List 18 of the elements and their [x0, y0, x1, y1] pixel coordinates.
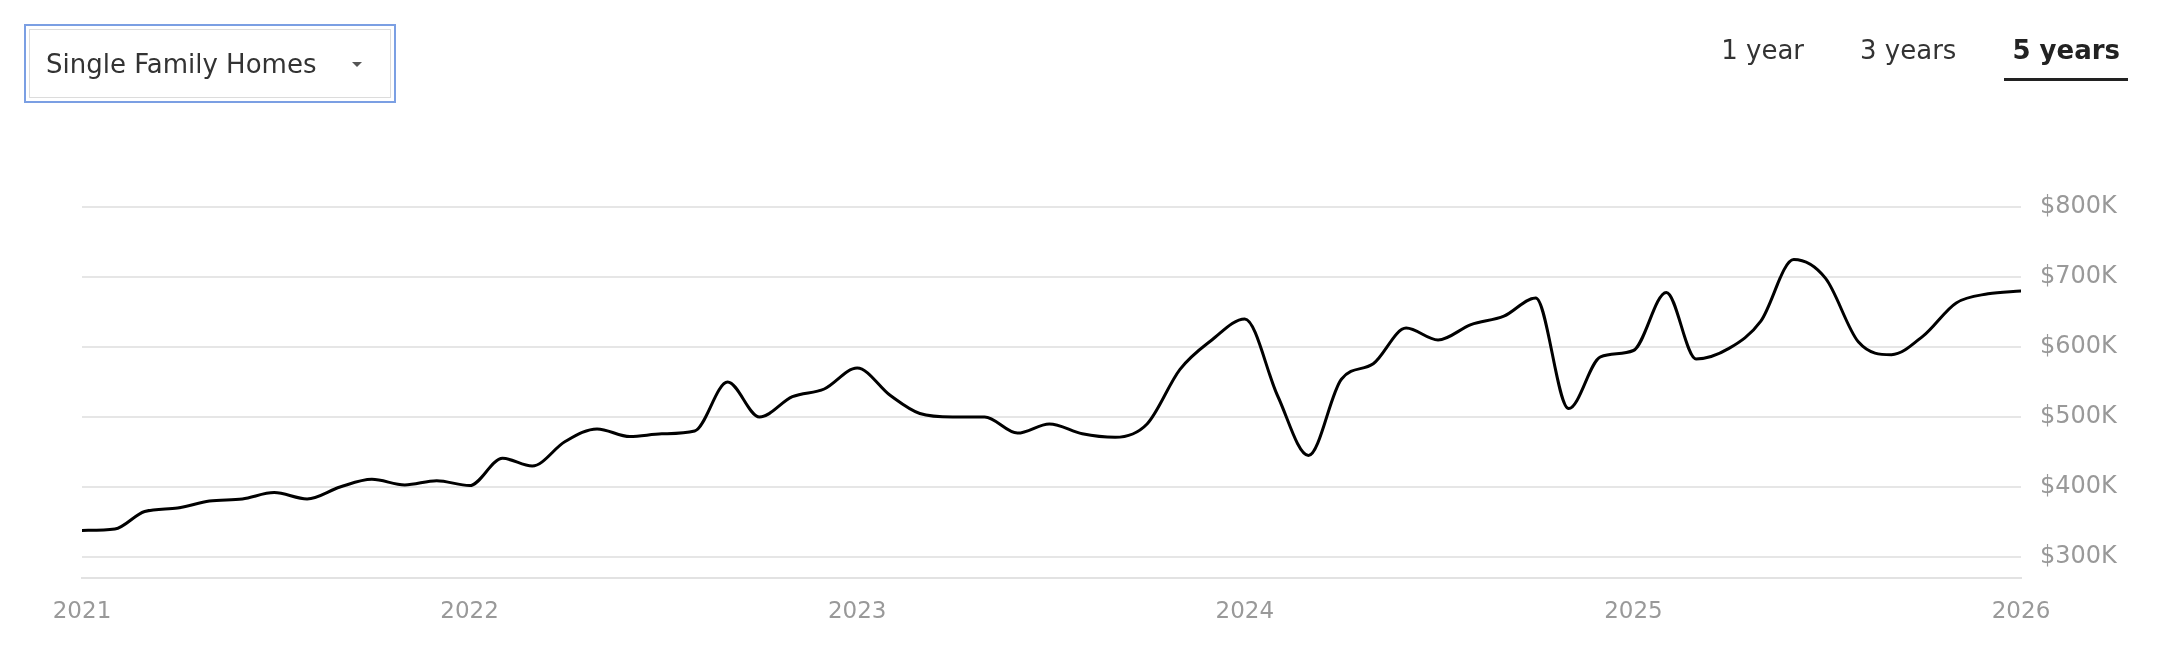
- line-series: [82, 258, 2021, 532]
- x-tick-label: 2023: [827, 596, 887, 623]
- x-tick-label: 2024: [1215, 596, 1275, 623]
- y-tick-label: $600K: [2040, 331, 2119, 360]
- y-tick-label: $400K: [2040, 471, 2119, 500]
- text: 3 years: [1859, 34, 1958, 67]
- x-tick-label: 2026: [1991, 596, 2051, 623]
- chart-title: Single Family Homes: [46, 48, 317, 79]
- x-tick-label: 2025: [1604, 596, 1663, 623]
- x-tick-label: 2021: [52, 596, 112, 623]
- dropdown: Single Family Homes: [24, 24, 396, 103]
- text: 5 years: [2004, 32, 2128, 81]
- y-tick-label: $500K: [2040, 401, 2119, 430]
- y-tick-label: $700K: [2040, 261, 2119, 290]
- text: 1 year: [1720, 34, 1806, 67]
- x-tick-label: 2022: [440, 596, 499, 623]
- y-tick-label: $800K: [2040, 191, 2119, 220]
- y-tick-label: $300K: [2040, 541, 2119, 570]
